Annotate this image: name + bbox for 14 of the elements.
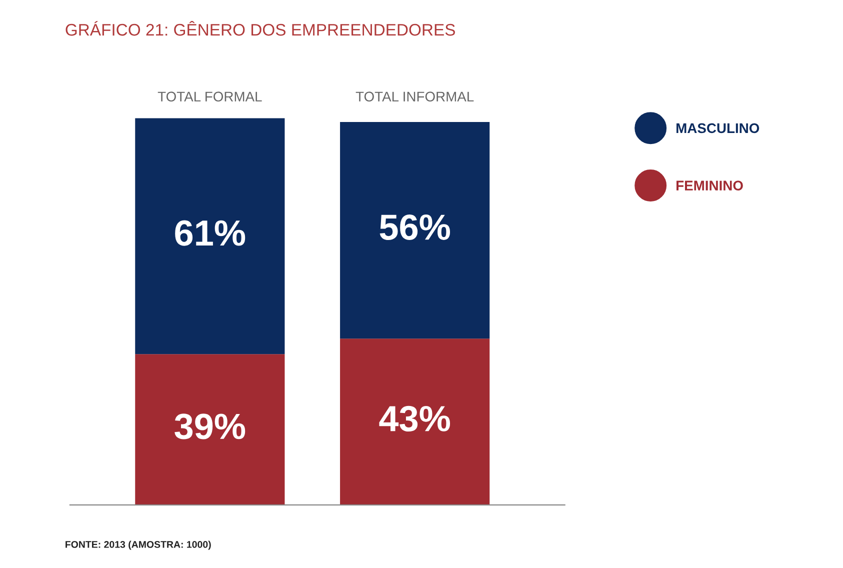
x-tick-label: TOTAL FORMAL <box>158 92 262 102</box>
x-tick-label: TOTAL INFORMAL <box>356 92 474 102</box>
data-label: 56% <box>380 214 450 240</box>
bar <box>135 354 285 505</box>
bar <box>340 338 490 505</box>
data-label: 39% <box>174 414 246 440</box>
chart-title: GRÁFICO 21: GÊNERO DOS EMPREENDEDORES <box>66 20 455 36</box>
source-note: FONTE: 2013 (AMOSTRA: 1000) <box>66 540 211 550</box>
legend-label: FEMININO <box>676 180 743 190</box>
data-label: 43% <box>379 406 450 432</box>
bar <box>135 118 285 354</box>
data-label: 61% <box>175 220 246 246</box>
legend-label: MASCULINO <box>676 123 760 134</box>
bar <box>340 122 490 339</box>
